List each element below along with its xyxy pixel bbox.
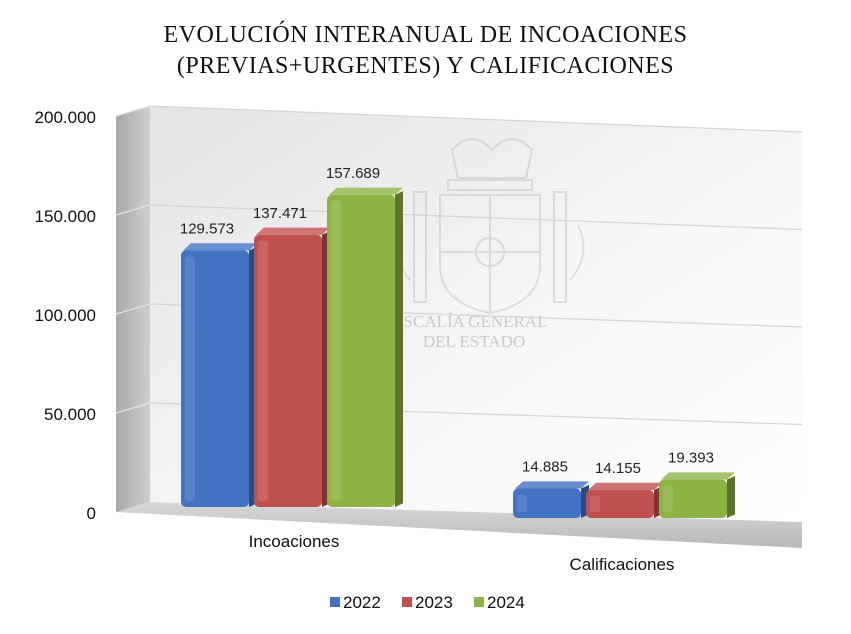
data-label: 19.393 bbox=[668, 450, 714, 467]
bar-highlight bbox=[331, 200, 341, 501]
gridline-side bbox=[115, 402, 151, 414]
bar-2023-incoaciones bbox=[254, 227, 330, 508]
bar-highlight bbox=[663, 485, 673, 512]
data-label: 14.155 bbox=[595, 460, 641, 477]
data-label: 157.689 bbox=[326, 165, 380, 182]
floor bbox=[116, 502, 802, 548]
chart-title-line-1: EVOLUCIÓN INTERANUAL DE INCOACIONES bbox=[163, 22, 688, 48]
data-labels: 129.573 14.885 137.471 14.155 157.689 19.393 bbox=[180, 165, 714, 477]
bar-top bbox=[329, 187, 403, 195]
category-label: Incoaciones bbox=[249, 532, 340, 551]
bar-front bbox=[659, 479, 727, 518]
bar-front bbox=[254, 234, 322, 507]
bar-2024-calificaciones bbox=[659, 472, 735, 518]
y-tick-label: 200.000 bbox=[35, 108, 96, 127]
bar-highlight bbox=[185, 256, 195, 501]
legend-item-2022: 2022 bbox=[330, 593, 381, 612]
bar-side bbox=[727, 476, 735, 518]
watermark-line-2: DEL ESTADO bbox=[423, 332, 525, 351]
y-axis-ticks: 0 50.000 100.000 150.000 200.000 bbox=[35, 108, 96, 523]
legend-label: 2024 bbox=[487, 593, 525, 612]
legend-swatch bbox=[474, 597, 484, 607]
bar-front bbox=[181, 250, 249, 507]
chart-title: EVOLUCIÓN INTERANUAL DE INCOACIONES (PRE… bbox=[0, 20, 851, 82]
data-label: 14.885 bbox=[522, 459, 568, 476]
bar-side bbox=[395, 191, 403, 507]
data-label: 129.573 bbox=[180, 220, 234, 237]
bar-top bbox=[661, 472, 735, 480]
bar-2022-calificaciones bbox=[513, 481, 589, 518]
legend-item-2024: 2024 bbox=[474, 593, 525, 612]
bar-top bbox=[183, 243, 257, 251]
legend-label: 2022 bbox=[343, 593, 381, 612]
gridline-side bbox=[115, 204, 151, 216]
bar-front bbox=[586, 489, 654, 518]
gridline-side bbox=[115, 303, 151, 315]
gridline bbox=[149, 105, 803, 133]
legend-swatch bbox=[402, 597, 412, 607]
y-tick-label: 50.000 bbox=[44, 405, 96, 424]
bar-2023-calificaciones bbox=[586, 482, 662, 518]
category-labels: Incoaciones Calificaciones bbox=[249, 532, 675, 574]
bars bbox=[181, 187, 735, 518]
bar-highlight bbox=[590, 495, 600, 512]
bar-top bbox=[588, 482, 662, 490]
legend-item-2023: 2023 bbox=[402, 593, 453, 612]
legend-swatch bbox=[330, 597, 340, 607]
bar-highlight bbox=[517, 494, 527, 512]
data-label: 137.471 bbox=[253, 205, 307, 222]
legend-label: 2023 bbox=[415, 593, 453, 612]
gridline-side bbox=[115, 105, 151, 117]
bar-front bbox=[327, 194, 395, 507]
y-tick-label: 0 bbox=[87, 504, 96, 523]
y-tick-label: 100.000 bbox=[35, 306, 96, 325]
y-tick-label: 150.000 bbox=[35, 207, 96, 226]
bar-top bbox=[256, 227, 330, 235]
bar-2024-incoaciones bbox=[327, 187, 403, 507]
bar-top bbox=[515, 481, 589, 489]
category-label: Calificaciones bbox=[570, 555, 675, 574]
bar-highlight bbox=[258, 240, 268, 501]
gridline bbox=[149, 204, 803, 231]
bar-front bbox=[513, 488, 581, 518]
legend: 2022 2023 2024 bbox=[330, 593, 525, 612]
bar-2022-incoaciones bbox=[181, 243, 257, 507]
chart-title-line-2: (PREVIAS+URGENTES) Y CALIFICACIONES bbox=[176, 53, 675, 79]
